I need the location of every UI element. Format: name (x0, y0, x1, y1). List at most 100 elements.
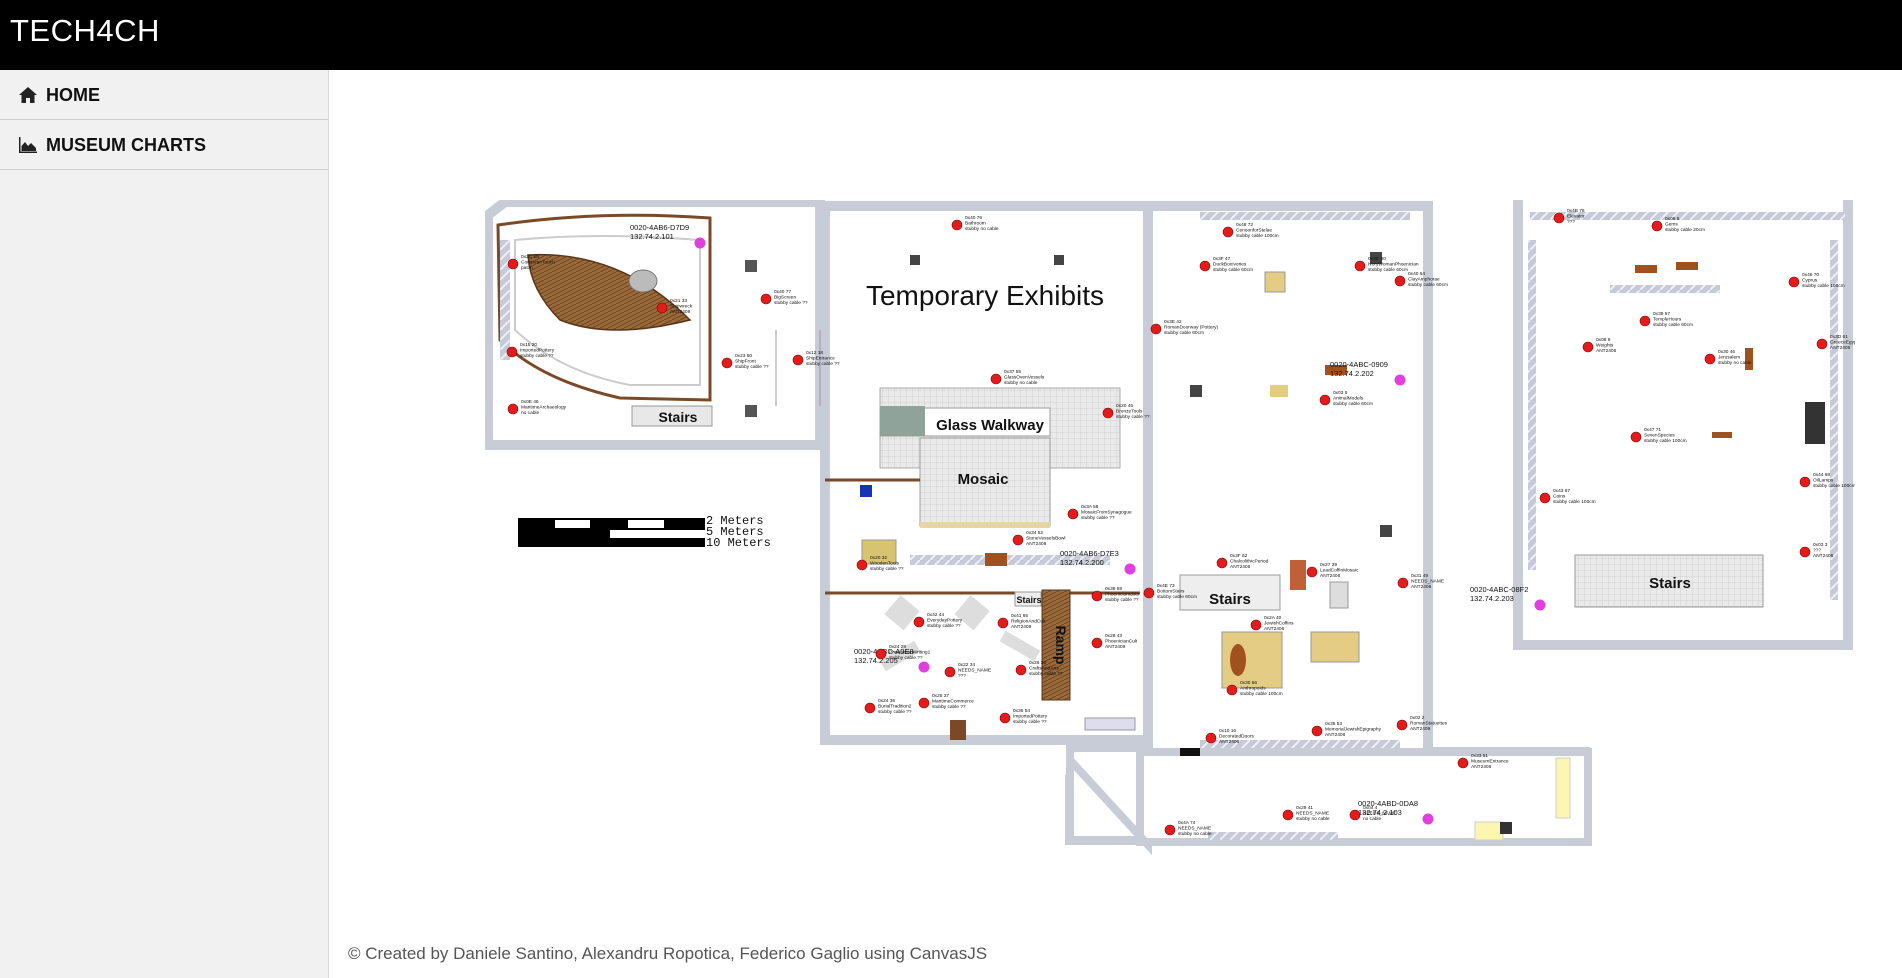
sensor-label: ??? (958, 673, 966, 679)
sensor-marker[interactable] (1319, 394, 1331, 406)
scale-line: 10 Meters (706, 536, 771, 550)
top-navbar: TECH4CH (0, 0, 1902, 70)
sensor-marker[interactable] (1015, 664, 1027, 676)
gateway-marker[interactable] (1124, 563, 1136, 575)
sensor-marker[interactable] (1349, 809, 1361, 821)
sensor-marker[interactable] (1306, 566, 1318, 578)
sensor-label: 0x36 54 (1013, 708, 1030, 714)
sensor-marker[interactable] (997, 617, 1009, 629)
gateway-marker[interactable] (1394, 374, 1406, 386)
sensor-marker[interactable] (1226, 684, 1238, 696)
sensor-label: ANT2406 (1471, 764, 1492, 770)
sensor-marker[interactable] (1788, 276, 1800, 288)
sensor-marker[interactable] (1704, 353, 1716, 365)
sensor-marker[interactable] (1250, 619, 1262, 631)
sensor-label: stubby cable ?? (735, 364, 769, 370)
sensor-label: 0x21 33 (670, 298, 687, 304)
sensor-label: 0x28 43 (1105, 633, 1122, 639)
sensor-marker[interactable] (760, 293, 772, 305)
sensor-label: stubby no cable (1178, 831, 1212, 837)
sensor-marker[interactable] (918, 697, 930, 709)
sensor-label: ??? (1813, 548, 1821, 554)
sensor-label: stubby cable ?? (878, 709, 912, 715)
sensor-marker[interactable] (1394, 275, 1406, 287)
sensor-label: stubby cable 60cm (1653, 322, 1693, 328)
sensor-marker[interactable] (1816, 338, 1828, 350)
gateway-marker[interactable] (918, 661, 930, 673)
sensor-marker[interactable] (1553, 212, 1565, 224)
label-mosaic: Mosaic (958, 471, 1009, 488)
sensor-marker[interactable] (1282, 809, 1294, 821)
sensor-marker[interactable] (1539, 492, 1551, 504)
sensor-label: AnimalModels (1333, 396, 1364, 402)
sensor-marker[interactable] (507, 258, 519, 270)
sensor-label: ShipFront (735, 359, 756, 365)
sensor-marker[interactable] (507, 403, 519, 415)
sensor-marker[interactable] (1457, 757, 1469, 769)
sensor-marker[interactable] (1216, 557, 1228, 569)
sensor-label: ReligionAndCult (1011, 619, 1046, 625)
sensor-marker[interactable] (1199, 260, 1211, 272)
sensor-marker[interactable] (1396, 719, 1408, 731)
sensor-marker[interactable] (864, 702, 876, 714)
sensor-label: 0x4B 76 (1567, 208, 1585, 214)
sensor-marker[interactable] (1222, 226, 1234, 238)
sensor-marker[interactable] (1799, 546, 1811, 558)
sensor-label: BottomStairs (1157, 589, 1185, 595)
sensor-label: MosaicFromSynagogue (1081, 510, 1132, 516)
sensor-label: TempleHours (1653, 317, 1682, 323)
sensor-marker[interactable] (1639, 315, 1651, 327)
sensor-label: 0x08 8 (1596, 337, 1611, 343)
sensor-label: stubby cable 60cm (1164, 330, 1204, 336)
sensor-label: ANT2406 (1219, 739, 1240, 745)
sidebar-item-home[interactable]: HOME (0, 70, 328, 120)
sensor-marker[interactable] (1630, 431, 1642, 443)
scale-bar (518, 518, 705, 547)
sensor-label: ClayAmphorae (1408, 277, 1440, 283)
sensor-marker[interactable] (1354, 260, 1366, 272)
sensor-marker[interactable] (721, 357, 733, 369)
sensor-marker[interactable] (1150, 323, 1162, 335)
sensor-marker[interactable] (1143, 587, 1155, 599)
sensor-marker[interactable] (1012, 534, 1024, 546)
brand-title[interactable]: TECH4CH (10, 13, 160, 48)
sensor-marker[interactable] (1311, 725, 1323, 737)
sensor-marker[interactable] (1091, 637, 1103, 649)
sensor-marker[interactable] (1582, 341, 1594, 353)
sensor-marker[interactable] (792, 354, 804, 366)
sensor-marker[interactable] (944, 666, 956, 678)
sensor-label: Coins (1553, 494, 1566, 500)
sensor-label: 0x3C 80 (1368, 256, 1386, 262)
sensor-marker[interactable] (951, 219, 963, 231)
sensor-marker[interactable] (1397, 577, 1409, 589)
gateway-marker[interactable] (694, 237, 706, 249)
sensor-marker[interactable] (1799, 476, 1811, 488)
sidebar-item-museum-charts[interactable]: MUSEUM CHARTS (0, 120, 328, 170)
sensor-marker[interactable] (1164, 824, 1176, 836)
sensor-marker[interactable] (1205, 732, 1217, 744)
sensor-marker[interactable] (1067, 508, 1079, 520)
sensor-label: MemorialJewishEpigraphy (1325, 727, 1382, 733)
sensor-marker[interactable] (875, 648, 887, 660)
sensor-label: ANT2406 (1230, 564, 1251, 570)
sensor-label: stubby cable 100cm (1802, 283, 1845, 289)
gateway-marker[interactable] (1422, 813, 1434, 825)
sensor-marker[interactable] (506, 346, 518, 358)
sensor-marker[interactable] (1102, 407, 1114, 419)
sensor-label: 0x03 3 (1813, 542, 1828, 548)
sensor-label: ImportedPottery (1013, 714, 1048, 720)
sensor-marker[interactable] (999, 712, 1011, 724)
sensor-label: CraftsAndArts (1029, 666, 1059, 672)
gateway-id: 0020-4ABC-08F2 (1470, 585, 1528, 594)
sensor-label: stubby cable 100cm (1240, 691, 1283, 697)
sensor-marker[interactable] (913, 616, 925, 628)
sensor-label: stubby cable ?? (806, 361, 840, 367)
sensor-marker[interactable] (1651, 220, 1663, 232)
sensor-marker[interactable] (990, 373, 1002, 385)
gateway-id: 0020-4ABC-0909 (1330, 360, 1388, 369)
gateway-marker[interactable] (1534, 599, 1546, 611)
sensor-marker[interactable] (656, 302, 668, 314)
sensor-label: MaritimeCommerce (932, 699, 974, 705)
sensor-marker[interactable] (856, 559, 868, 571)
sensor-marker[interactable] (1091, 590, 1103, 602)
